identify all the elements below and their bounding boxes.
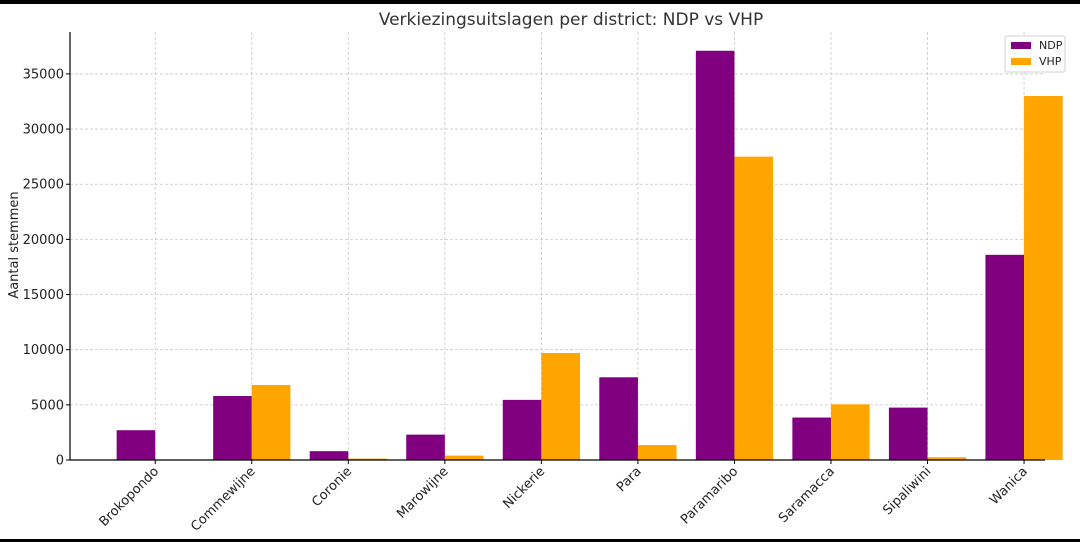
bars <box>116 50 1063 461</box>
bar-ndp-paramaribo <box>695 50 735 461</box>
y-ticks: 0 5000 10000 15000 20000 25000 30000 35000 <box>23 67 70 469</box>
axes <box>69 32 1045 461</box>
bar-ndp-sipaliwini <box>888 407 928 460</box>
bar-vhp-sipaliwini <box>927 457 967 460</box>
bar-ndp-commewijne <box>213 396 252 460</box>
bar-vhp-commewijne <box>251 384 291 460</box>
y-tick-label: 35000 <box>23 67 64 82</box>
bar-vhp-wanica <box>1024 95 1063 461</box>
x-tick-label: Marowijne <box>394 464 451 521</box>
x-tick-label: Brokopondo <box>97 464 163 530</box>
y-tick-label: 15000 <box>23 288 64 303</box>
legend-label-vhp: VHP <box>1039 55 1062 68</box>
bar-ndp-wanica <box>985 254 1025 460</box>
y-tick-label: 20000 <box>23 233 64 248</box>
y-tick-label: 0 <box>56 454 64 469</box>
y-tick-label: 25000 <box>23 178 64 193</box>
x-tick-label: Wanica <box>987 464 1031 508</box>
x-tick-label: Nickerie <box>500 464 548 512</box>
legend-swatch-ndp <box>1011 42 1031 49</box>
y-tick-label: 10000 <box>23 343 64 358</box>
x-tick-label: Coronie <box>309 464 355 510</box>
bar-vhp-para <box>637 445 677 460</box>
frame-bottom-border <box>0 539 1080 542</box>
bar-ndp-saramacca <box>792 417 831 460</box>
bar-vhp-nickerie <box>541 353 580 460</box>
x-tick-label: Para <box>614 464 645 495</box>
chart-title: Verkiezingsuitslagen per district: NDP v… <box>379 10 763 30</box>
x-tick-label: Commewijne <box>188 464 258 534</box>
bar-vhp-coronie <box>348 458 387 460</box>
bar-ndp-para <box>599 377 638 460</box>
frame-top-border <box>0 0 1080 4</box>
bar-ndp-nickerie <box>502 399 542 460</box>
x-tick-label: Paramaribo <box>678 464 741 527</box>
bar-ndp-brokopondo <box>116 430 156 460</box>
y-tick-label: 30000 <box>23 123 64 138</box>
bar-vhp-paramaribo <box>734 156 774 461</box>
x-tick-label: Sipaliwini <box>880 464 934 518</box>
legend: NDP VHP <box>1004 35 1066 73</box>
x-ticks: Brokopondo Commewijne Coronie Marowijne Nick… <box>97 460 1031 535</box>
bar-vhp-marowijne <box>444 455 484 460</box>
y-tick-label: 5000 <box>31 398 64 413</box>
legend-label-ndp: NDP <box>1039 39 1063 52</box>
x-tick-label: Saramacca <box>776 464 838 526</box>
bar-ndp-marowijne <box>406 434 445 460</box>
y-axis-label: Aantal stemmen <box>7 191 22 298</box>
bar-vhp-saramacca <box>830 404 870 460</box>
legend-swatch-vhp <box>1011 58 1031 65</box>
bar-ndp-coronie <box>309 451 349 460</box>
